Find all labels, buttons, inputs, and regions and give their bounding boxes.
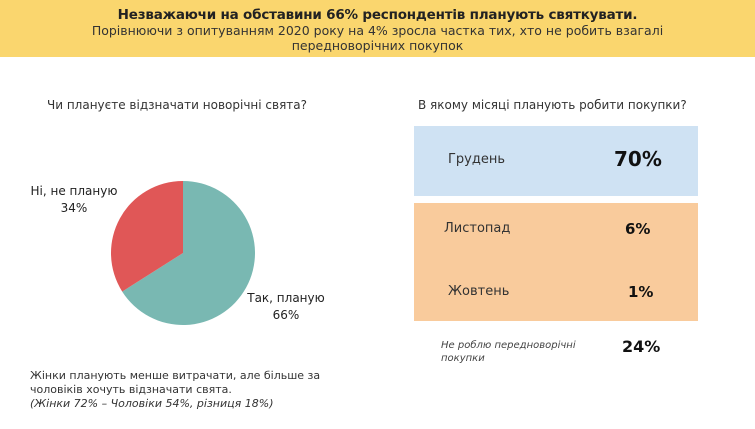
december-box: Грудень 70% <box>414 126 698 196</box>
months-title: В якому місяці планують робити покупки? <box>418 98 687 112</box>
header-banner: Незважаючи на обставини 66% респондентів… <box>0 0 755 57</box>
gender-note: Жінки планують менше витрачати, але біль… <box>30 369 320 411</box>
month-label: Листопад <box>444 221 511 236</box>
no-purchases-value: 24% <box>622 337 661 356</box>
nov-oct-box: Листопад 6% Жовтень 1% <box>414 203 698 321</box>
month-label: Грудень <box>448 152 506 167</box>
slice-label-yes: Так, планую 66% <box>236 290 336 324</box>
pie-slice-no <box>111 181 183 292</box>
slice-no-value: 34% <box>60 201 88 215</box>
header-subtitle-1: Порівнюючи з опитуванням 2020 року на 4%… <box>91 23 664 38</box>
pie-title: Чи плануєте відзначати новорічні свята? <box>47 98 307 112</box>
month-value: 6% <box>625 220 651 238</box>
slice-no-name: Ні, не планую <box>30 184 118 198</box>
month-value: 70% <box>614 147 662 171</box>
pie-chart <box>111 181 256 325</box>
pie-slice-yes <box>122 181 256 325</box>
slice-label-no: Ні, не планую 34% <box>24 183 124 217</box>
note-line: чоловіків хочуть відзначати свята. <box>30 383 232 396</box>
note-line-italic: (Жінки 72% – Чоловіки 54%, різниця 18%) <box>30 397 274 410</box>
header-subtitle-2: передноворічних покупок <box>291 38 464 53</box>
month-value: 1% <box>628 283 654 301</box>
no-purchases-label: Не роблю передноворічні покупки <box>441 340 576 364</box>
slice-yes-value: 66% <box>272 308 300 322</box>
header-title: Незважаючи на обставини 66% респондентів… <box>117 7 638 23</box>
note-line: Жінки планують менше витрачати, але біль… <box>30 369 321 382</box>
slice-yes-name: Так, планую <box>247 291 325 305</box>
month-label: Жовтень <box>448 284 510 299</box>
